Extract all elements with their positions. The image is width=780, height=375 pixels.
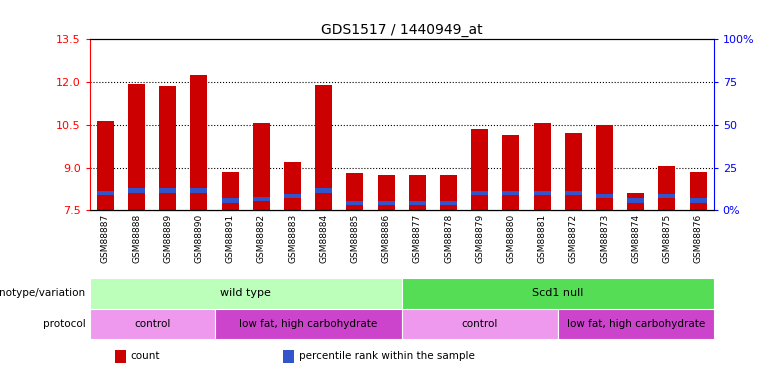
- Text: GSM88885: GSM88885: [350, 214, 360, 263]
- Bar: [402, 278, 714, 309]
- Bar: [471, 129, 488, 210]
- Bar: [284, 162, 301, 210]
- Text: GSM88887: GSM88887: [101, 214, 110, 263]
- Text: GSM88876: GSM88876: [693, 214, 703, 263]
- Text: GSM88889: GSM88889: [163, 214, 172, 263]
- Bar: [658, 166, 675, 210]
- Text: GSM88874: GSM88874: [631, 214, 640, 263]
- Bar: [315, 85, 332, 210]
- Text: percentile rank within the sample: percentile rank within the sample: [299, 351, 474, 361]
- Text: low fat, high carbohydrate: low fat, high carbohydrate: [566, 319, 705, 329]
- Text: GSM88880: GSM88880: [506, 214, 516, 263]
- Bar: [440, 201, 457, 206]
- Bar: [346, 173, 363, 210]
- Text: wild type: wild type: [220, 288, 271, 298]
- Text: control: control: [134, 319, 170, 329]
- Bar: [253, 197, 270, 201]
- Text: GSM88881: GSM88881: [537, 214, 547, 263]
- Text: GSM88884: GSM88884: [319, 214, 328, 263]
- Bar: [534, 123, 551, 210]
- Text: GSM88882: GSM88882: [257, 214, 266, 263]
- Text: GSM88883: GSM88883: [288, 214, 297, 263]
- Text: genotype/variation: genotype/variation: [0, 288, 86, 298]
- Bar: [222, 198, 239, 202]
- Bar: [565, 191, 582, 195]
- Bar: [596, 125, 613, 210]
- Bar: [190, 75, 207, 210]
- Text: GSM88890: GSM88890: [194, 214, 204, 263]
- Bar: [534, 191, 551, 195]
- Bar: [90, 278, 402, 309]
- Bar: [284, 194, 301, 198]
- Bar: [283, 350, 294, 363]
- Bar: [471, 191, 488, 195]
- Bar: [440, 175, 457, 210]
- Bar: [115, 350, 126, 363]
- Text: GSM88872: GSM88872: [569, 214, 578, 263]
- Bar: [159, 86, 176, 210]
- Text: count: count: [130, 351, 160, 361]
- Bar: [596, 194, 613, 198]
- Bar: [658, 194, 675, 198]
- Bar: [97, 121, 114, 210]
- Text: Scd1 null: Scd1 null: [532, 288, 583, 298]
- Bar: [97, 191, 114, 195]
- Bar: [409, 175, 426, 210]
- Text: GSM88875: GSM88875: [662, 214, 672, 263]
- Bar: [378, 175, 395, 210]
- Text: GSM88886: GSM88886: [381, 214, 391, 263]
- Text: low fat, high carbohydrate: low fat, high carbohydrate: [239, 319, 378, 329]
- Bar: [90, 309, 215, 339]
- Bar: [565, 134, 582, 210]
- Bar: [190, 188, 207, 193]
- Text: GSM88891: GSM88891: [225, 214, 235, 263]
- Text: GSM88873: GSM88873: [600, 214, 609, 263]
- Bar: [128, 84, 145, 210]
- Text: GSM88877: GSM88877: [413, 214, 422, 263]
- Bar: [402, 309, 558, 339]
- Bar: [253, 123, 270, 210]
- Text: protocol: protocol: [43, 319, 86, 329]
- Bar: [222, 172, 239, 210]
- Bar: [215, 309, 402, 339]
- Bar: [502, 135, 519, 210]
- Bar: [627, 193, 644, 210]
- Bar: [690, 172, 707, 210]
- Bar: [409, 201, 426, 206]
- Bar: [378, 201, 395, 206]
- Bar: [315, 188, 332, 193]
- Bar: [128, 188, 145, 193]
- Text: GSM88879: GSM88879: [475, 214, 484, 263]
- Bar: [627, 198, 644, 202]
- Text: GSM88878: GSM88878: [444, 214, 453, 263]
- Bar: [690, 198, 707, 202]
- Title: GDS1517 / 1440949_at: GDS1517 / 1440949_at: [321, 23, 483, 37]
- Bar: [346, 201, 363, 206]
- Bar: [502, 191, 519, 195]
- Text: GSM88888: GSM88888: [132, 214, 141, 263]
- Bar: [159, 188, 176, 193]
- Bar: [558, 309, 714, 339]
- Text: control: control: [462, 319, 498, 329]
